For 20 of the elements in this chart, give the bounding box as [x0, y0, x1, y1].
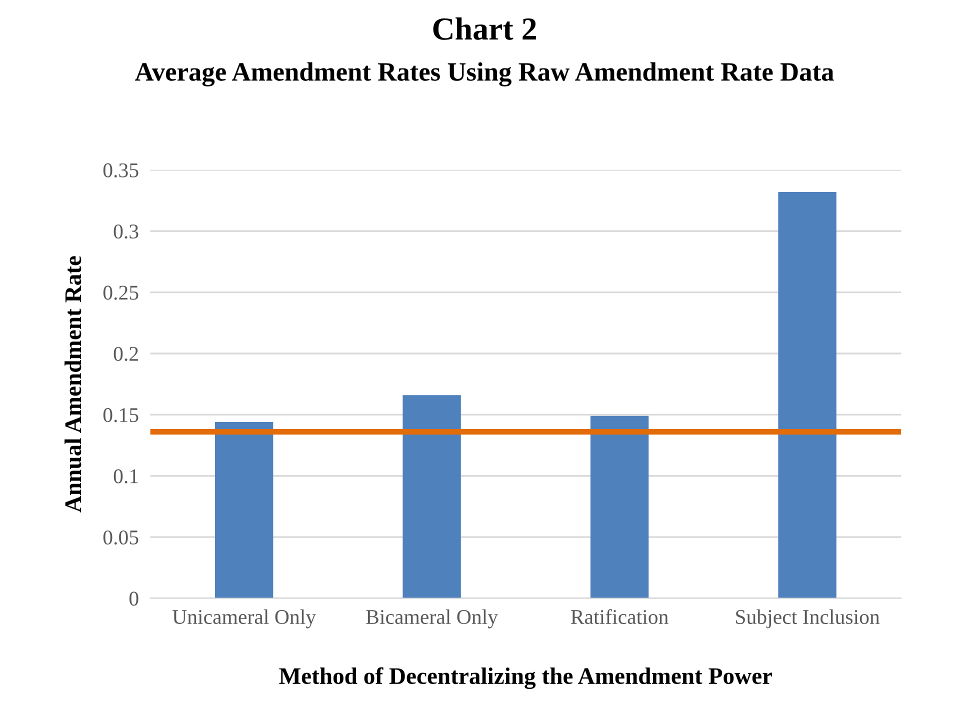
x-tick-label: Bicameral Only [366, 609, 498, 628]
bar [778, 192, 836, 598]
y-tick-label: 0 [129, 592, 138, 606]
x-tick-label: Subject Inclusion [736, 609, 880, 628]
y-tick-label: 0.1 [114, 469, 138, 484]
chart-subtitle: Average Amendment Rates Using Raw Amendment Rate Data [135, 62, 834, 86]
y-tick-label: 0.05 [103, 530, 138, 545]
x-axis-title: Method of Decentralizing the Amendment Power [279, 667, 772, 690]
bar [214, 422, 274, 598]
y-tick-label: 0.25 [103, 286, 138, 300]
x-tick-label: Ratification [570, 609, 668, 624]
bar [590, 416, 649, 598]
y-tick-label: 0.15 [103, 408, 138, 422]
chart-title: Chart 2 [433, 17, 536, 40]
y-tick-label: 0.3 [114, 224, 138, 239]
y-tick-label: 0.35 [103, 163, 138, 178]
x-tick-label: Unicameral Only [172, 609, 316, 628]
y-tick-label: 0.2 [114, 346, 138, 362]
y-axis-title: Annual Amendment Rate [64, 256, 82, 512]
bar [402, 395, 461, 598]
